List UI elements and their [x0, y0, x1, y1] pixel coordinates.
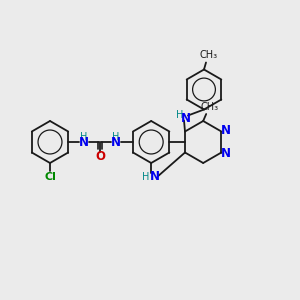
Text: Cl: Cl: [44, 172, 56, 182]
Text: N: N: [150, 170, 160, 184]
Text: N: N: [79, 136, 89, 149]
Text: N: N: [111, 136, 121, 149]
Text: H: H: [142, 172, 150, 182]
Text: H: H: [80, 132, 88, 142]
Text: H: H: [176, 110, 184, 119]
Text: O: O: [95, 151, 105, 164]
Text: N: N: [221, 147, 231, 160]
Text: N: N: [181, 112, 191, 125]
Text: CH₃: CH₃: [200, 50, 218, 61]
Text: N: N: [221, 124, 231, 137]
Text: CH₃: CH₃: [200, 102, 218, 112]
Text: H: H: [112, 132, 120, 142]
